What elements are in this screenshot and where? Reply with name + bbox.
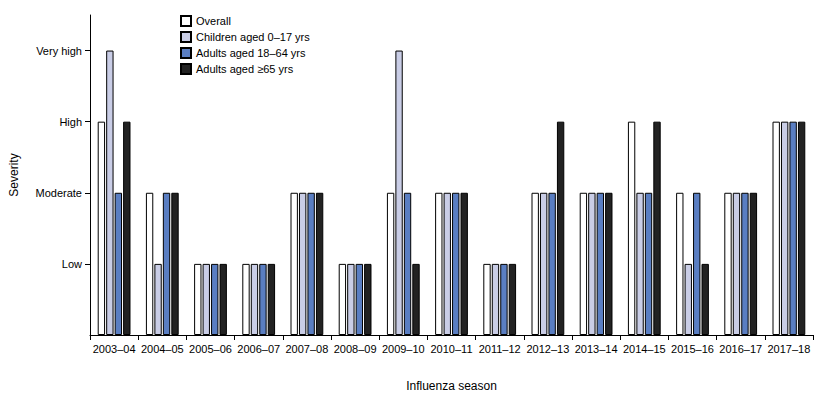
svg-text:2014–15: 2014–15: [623, 343, 666, 355]
svg-text:Low: Low: [62, 258, 82, 270]
svg-text:Children aged 0–17 yrs: Children aged 0–17 yrs: [196, 31, 310, 43]
svg-text:High: High: [59, 116, 82, 128]
svg-text:Moderate: Moderate: [36, 187, 82, 199]
svg-text:Adults aged ≥65 yrs: Adults aged ≥65 yrs: [196, 63, 294, 75]
svg-text:2011–12: 2011–12: [479, 343, 521, 355]
svg-text:2004–05: 2004–05: [141, 343, 184, 355]
svg-text:2007–08: 2007–08: [285, 343, 328, 355]
svg-text:2017–18: 2017–18: [767, 343, 810, 355]
svg-text:2006–07: 2006–07: [237, 343, 280, 355]
svg-text:Influenza season: Influenza season: [406, 379, 497, 393]
svg-text:Adults aged 18–64 yrs: Adults aged 18–64 yrs: [196, 47, 306, 59]
svg-text:2015–16: 2015–16: [671, 343, 714, 355]
svg-text:2008–09: 2008–09: [334, 343, 377, 355]
svg-text:2003–04: 2003–04: [93, 343, 136, 355]
svg-text:2005–06: 2005–06: [189, 343, 232, 355]
svg-text:Very high: Very high: [36, 45, 82, 57]
svg-text:Overall: Overall: [196, 15, 231, 27]
svg-text:2016–17: 2016–17: [719, 343, 762, 355]
svg-text:2013–14: 2013–14: [575, 343, 618, 355]
svg-text:Severity: Severity: [7, 153, 21, 196]
svg-text:2009–10: 2009–10: [382, 343, 425, 355]
svg-text:2010–11: 2010–11: [430, 343, 472, 355]
svg-text:2012–13: 2012–13: [526, 343, 569, 355]
